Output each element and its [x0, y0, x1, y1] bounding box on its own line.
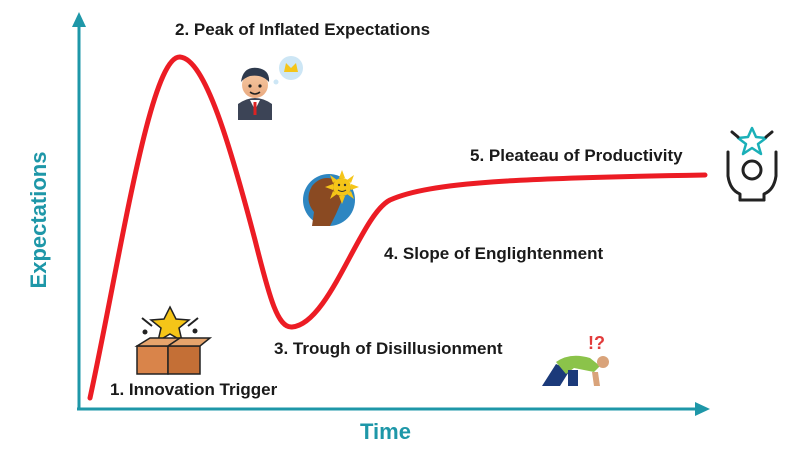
- stage-label-innovation-trigger: 1. Innovation Trigger: [110, 380, 278, 399]
- stage-label-slope: 4. Slope of Englightenment: [384, 244, 604, 263]
- y-axis-label: Expectations: [26, 151, 51, 289]
- stage-label-trough: 3. Trough of Disillusionment: [274, 339, 503, 358]
- stage-label-peak: 2. Peak of Inflated Expectations: [175, 20, 431, 39]
- kneeling-person-icon: !?: [542, 333, 609, 386]
- x-axis-label: Time: [360, 419, 411, 444]
- stage-label-plateau: 5. Pleateau of Productivity: [470, 146, 683, 165]
- y-axis-arrow-icon: [72, 12, 86, 27]
- head-sun-idea-icon: [303, 170, 359, 226]
- businessman-thought-icon: [238, 56, 303, 120]
- svg-text:!?: !?: [588, 333, 605, 353]
- x-axis-arrow-icon: [695, 402, 710, 416]
- gift-box-star-icon: [134, 305, 213, 375]
- hype-curve: [87, 54, 708, 401]
- raised-hands-star-icon: [726, 126, 778, 202]
